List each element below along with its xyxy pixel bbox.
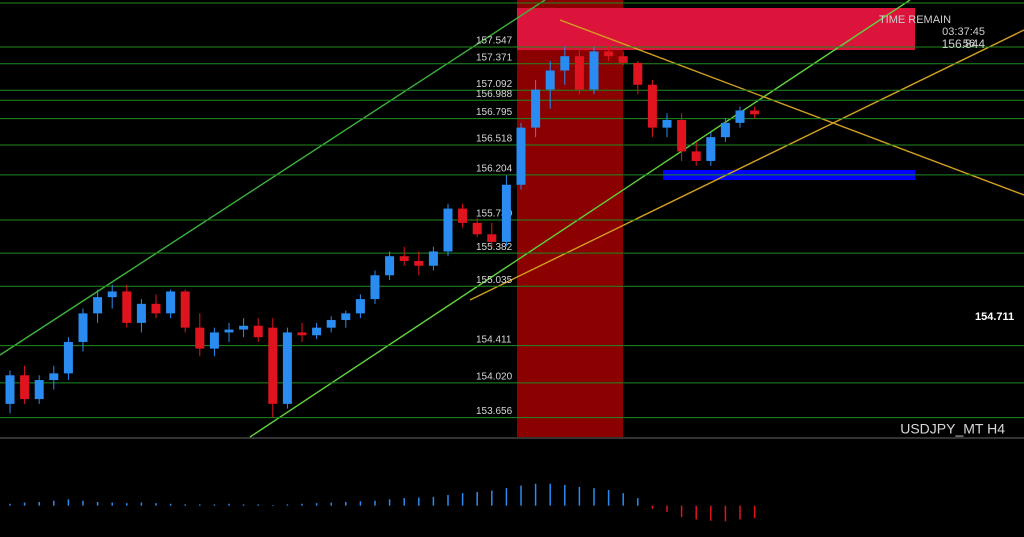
- candle-body: [312, 327, 322, 336]
- candle-body: [34, 380, 44, 400]
- level-label: 156.518: [476, 134, 513, 145]
- time-price: 156.844: [942, 37, 986, 51]
- red-zone: [517, 0, 623, 437]
- candle-body: [560, 56, 570, 71]
- candle-body: [239, 325, 249, 330]
- candle-body: [720, 122, 730, 138]
- level-label: 153.656: [476, 406, 513, 417]
- candle-body: [268, 327, 278, 404]
- candle-body: [224, 329, 234, 333]
- level-label: 157.547: [476, 36, 513, 47]
- trend-line: [249, 0, 911, 438]
- level-label: 156.204: [476, 164, 513, 175]
- candle-body: [647, 84, 657, 128]
- trend-line: [0, 0, 546, 356]
- candle-body: [428, 251, 438, 266]
- candle-body: [341, 313, 351, 321]
- candle-body: [282, 332, 292, 404]
- candle-body: [195, 327, 205, 349]
- trend-line: [559, 19, 1024, 196]
- chart-title: USDJPY_MT H4: [900, 421, 1005, 437]
- time-remain-label: TIME REMAIN: [879, 14, 951, 26]
- candle-body: [662, 120, 672, 128]
- candle-body: [122, 291, 132, 323]
- candle-body: [297, 332, 307, 336]
- candle-body: [750, 110, 760, 115]
- candle-body: [472, 222, 482, 235]
- candle-body: [487, 234, 497, 242]
- candle-body: [735, 110, 745, 123]
- candle-body: [691, 151, 701, 161]
- candle-body: [326, 320, 336, 328]
- level-label: 156.988: [476, 89, 513, 100]
- candle-body: [545, 70, 555, 90]
- candle-body: [399, 256, 409, 261]
- candle-body: [136, 303, 146, 323]
- level-label: 155.730: [476, 209, 513, 220]
- candle-body: [706, 137, 716, 161]
- candle-body: [458, 208, 468, 223]
- candle-body: [63, 341, 73, 374]
- candle-body: [370, 275, 380, 300]
- candle-body: [633, 62, 643, 85]
- candle-body: [677, 120, 687, 152]
- time-remain: 03:37:45: [942, 26, 985, 38]
- candle-body: [151, 303, 161, 314]
- candle-body: [443, 208, 453, 252]
- candle-body: [385, 256, 395, 276]
- level-label: 154.411: [476, 334, 512, 345]
- candle-body: [531, 89, 541, 128]
- trend-line: [469, 29, 1024, 301]
- candle-body: [604, 51, 614, 57]
- candle-body: [209, 332, 219, 349]
- candle-body: [574, 56, 584, 90]
- candle-body: [414, 260, 424, 266]
- candle-body: [78, 313, 88, 342]
- candle-body: [20, 375, 30, 400]
- candle-body: [107, 291, 117, 298]
- time-seconds: 56: [963, 38, 975, 50]
- candle-body: [253, 325, 263, 338]
- trend-lines: [0, 0, 1024, 438]
- candle-body: [355, 299, 365, 314]
- candle-body: [180, 291, 190, 328]
- candle-body: [516, 127, 526, 185]
- candle-body: [618, 56, 628, 63]
- candle-body: [589, 51, 599, 90]
- supply-zone: [517, 8, 915, 50]
- level-label: 157.371: [476, 52, 513, 63]
- candle-body: [166, 291, 176, 314]
- level-label: 158.008: [476, 0, 513, 3]
- candle-body: [49, 373, 59, 381]
- level-label: 157.092: [476, 79, 513, 90]
- level-label: 156.795: [476, 107, 513, 118]
- candle-body: [501, 184, 511, 242]
- level-label: 154.020: [476, 372, 513, 383]
- candle-body: [93, 297, 103, 314]
- current-price: 154.711: [975, 311, 1014, 323]
- level-label: 155.382: [476, 242, 513, 253]
- candle-body: [5, 375, 15, 404]
- level-label: 155.035: [476, 275, 513, 286]
